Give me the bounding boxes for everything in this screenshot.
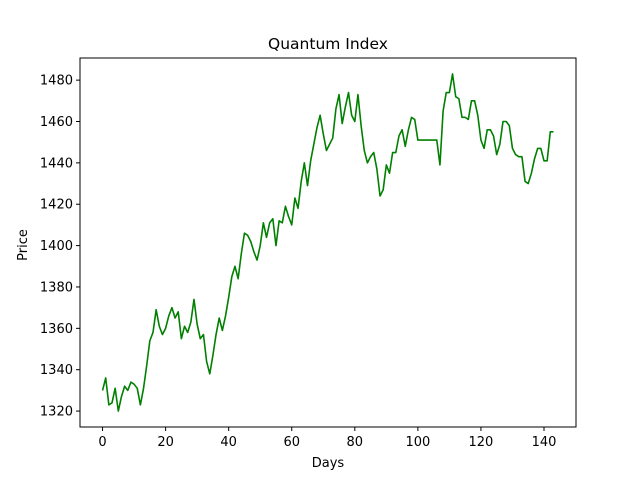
y-tick-label: 1400 (40, 239, 73, 254)
x-tick-label: 140 (532, 435, 557, 450)
x-tick-label: 100 (405, 435, 430, 450)
y-axis-label: Price (16, 229, 31, 261)
y-tick-label: 1380 (40, 280, 73, 295)
y-tick-label: 1480 (40, 74, 73, 89)
x-tick-label: 120 (469, 435, 494, 450)
x-tick-label: 60 (283, 435, 300, 450)
series-layer (101, 73, 554, 412)
y-tick-label: 1340 (40, 363, 73, 378)
price-series-line (101, 73, 554, 412)
axis-ticks: 0 20 40 60 80 100 120 140 1320 1340 1360 1380 1400 14… (40, 74, 557, 450)
x-axis-label: Days (312, 456, 345, 471)
y-tick-label: 1360 (40, 322, 73, 337)
x-tick-label: 40 (220, 435, 237, 450)
y-tick-label: 1440 (40, 156, 73, 171)
x-tick-label: 0 (98, 435, 106, 450)
y-tick-label: 1320 (40, 405, 73, 420)
plot-frame (79, 57, 577, 428)
x-tick-label: 20 (157, 435, 174, 450)
chart-title: Quantum Index (268, 35, 388, 53)
x-tick-label: 80 (347, 435, 364, 450)
y-tick-label: 1460 (40, 115, 73, 130)
y-tick-label: 1420 (40, 198, 73, 213)
